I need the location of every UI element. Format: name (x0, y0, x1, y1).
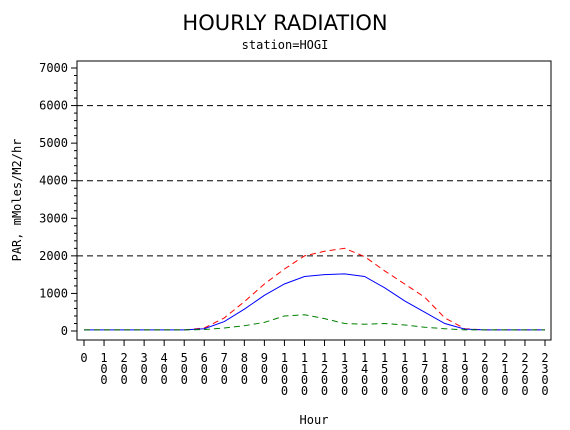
x-tick-label: 0 (80, 351, 87, 365)
series-line-2 (84, 273, 545, 331)
y-tick-label: 0 (61, 324, 68, 338)
y-tick-label: 5000 (39, 136, 68, 150)
reference-lines (77, 105, 551, 257)
chart-subtitle: station=HOGI (242, 38, 329, 52)
y-axis-label: PAR, mMoles/M2/hr (10, 139, 24, 262)
series-lines (84, 247, 545, 331)
series-line-3 (84, 314, 545, 331)
x-axis-label: Hour (300, 413, 329, 427)
y-axis: 0 1000 2000 3000 4000 5000 6000 7000 (39, 61, 77, 338)
y-tick-label: 7000 (39, 61, 68, 75)
series-line-1 (84, 247, 545, 331)
x-axis: 0 1 0 0 2 0 0 3 0 0 4 0 0 5 0 0 6 0 0 7 0 0 8 0 0 9 0 0 1 0 0 0 1 1 0 0 1 2 0 0… (80, 340, 549, 398)
plot-frame (76, 60, 552, 341)
chart-title: HOURLY RADIATION (182, 11, 387, 35)
y-tick-label: 1000 (39, 286, 68, 300)
y-tick-label: 4000 (39, 174, 68, 188)
y-tick-label: 6000 (39, 99, 68, 113)
y-tick-label: 2000 (39, 249, 68, 263)
y-tick-label: 3000 (39, 211, 68, 225)
